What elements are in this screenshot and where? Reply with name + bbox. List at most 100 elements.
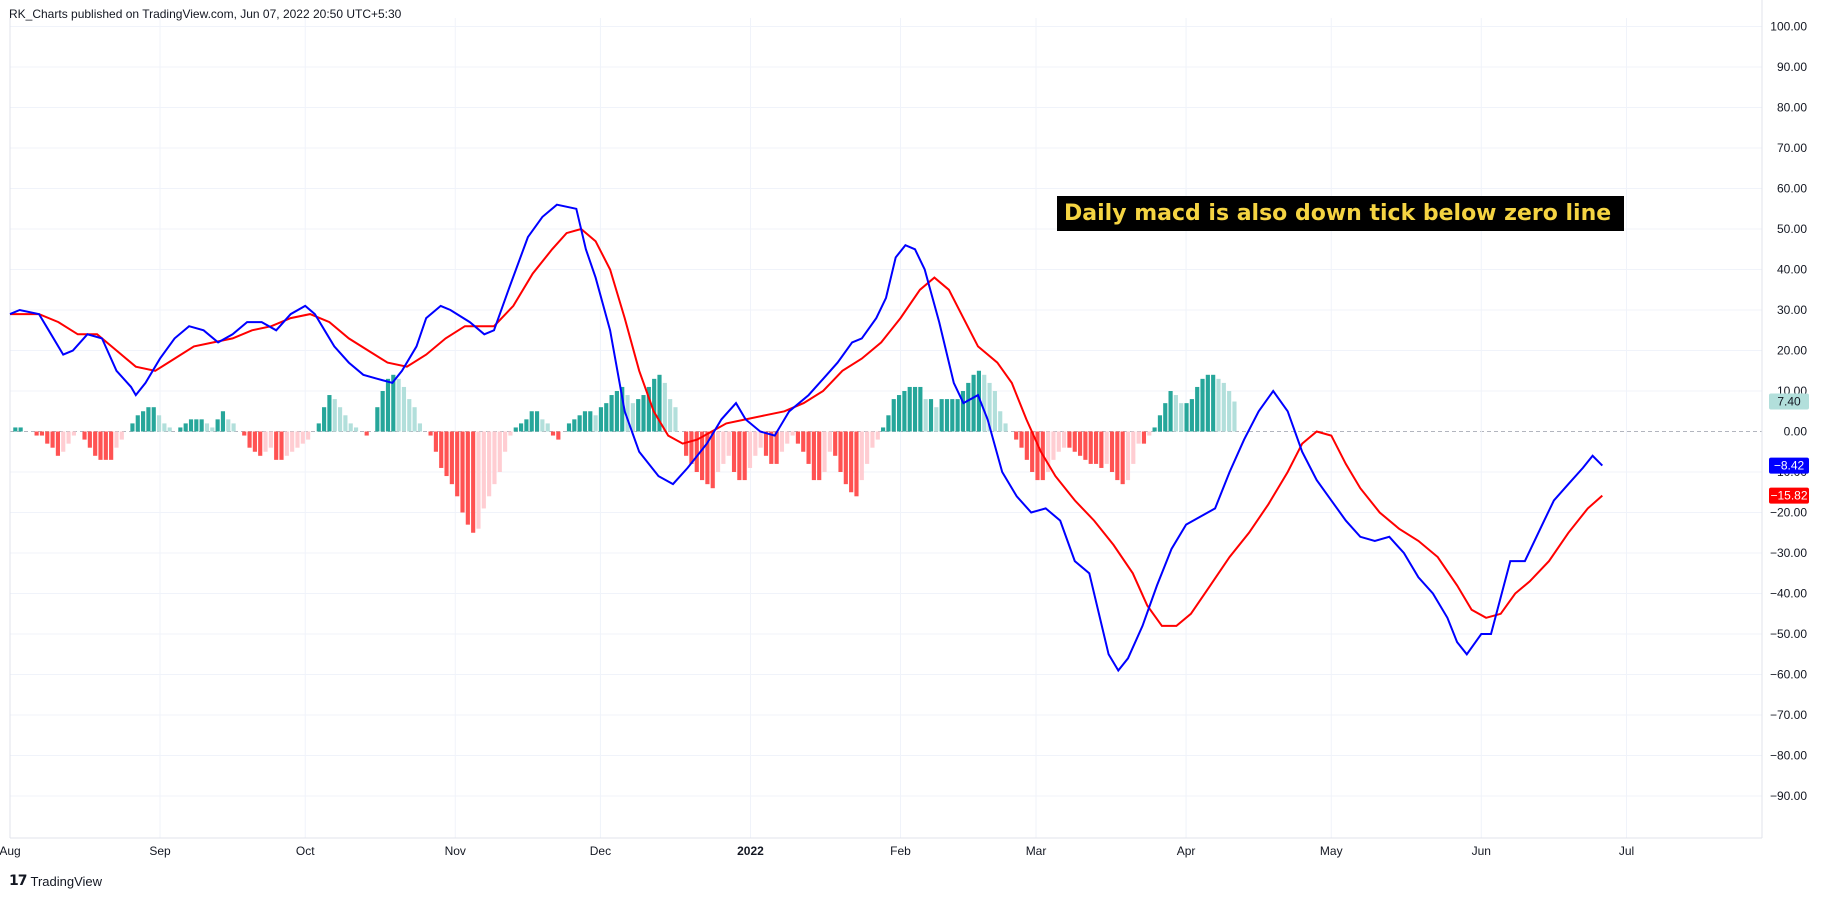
histogram-bar: [918, 386, 923, 432]
price-tick-label: 20.00: [1777, 344, 1807, 358]
histogram-bar: [1152, 427, 1157, 432]
histogram-bar: [1189, 399, 1194, 432]
signal-line: [10, 227, 1603, 627]
histogram-bar: [588, 411, 593, 432]
histogram-bar: [455, 431, 460, 497]
histogram-bar: [188, 419, 194, 432]
histogram-bar: [45, 431, 50, 444]
histogram-bar: [641, 395, 646, 432]
histogram-bar: [327, 395, 332, 432]
histogram-bar: [912, 386, 918, 432]
histogram-bar: [61, 431, 66, 452]
histogram-bar: [971, 374, 976, 432]
time-tick-label: Nov: [445, 844, 466, 858]
histogram-bar: [673, 407, 678, 432]
histogram-bar: [385, 378, 391, 432]
histogram-bar: [513, 427, 518, 432]
histogram-bar: [1195, 386, 1200, 432]
histogram-bar: [715, 431, 721, 472]
time-axis[interactable]: Aug Sep Oct Nov Dec 2022 Feb Mar Apr May Jun Jul: [0, 844, 1634, 858]
histogram-bar: [896, 395, 902, 432]
histogram-bar: [204, 423, 210, 432]
histogram-last-value-badge: [1769, 393, 1809, 410]
histogram-bar: [865, 431, 870, 464]
histogram-bar: [401, 386, 407, 432]
histogram-bar: [614, 391, 619, 432]
histogram-bar: [550, 431, 556, 436]
histogram-bar: [700, 431, 705, 481]
histogram-bar: [103, 431, 108, 460]
histogram-bar: [322, 407, 327, 432]
histogram-bar: [1067, 431, 1072, 448]
histogram-bar: [662, 382, 667, 432]
histogram-bar: [694, 431, 699, 472]
histogram-bar: [433, 431, 438, 452]
histogram-bar: [1051, 431, 1056, 460]
signal-last-value: −15.82: [1770, 489, 1807, 503]
histogram-bar: [465, 431, 470, 525]
histogram-bar: [284, 431, 289, 456]
histogram-bar: [508, 431, 513, 436]
histogram-bar: [18, 427, 23, 432]
macd-last-value-badge: [1769, 457, 1809, 474]
histogram-bar: [620, 386, 625, 432]
time-tick-label: 2022: [737, 844, 764, 858]
price-tick-label: −20.00: [1770, 506, 1807, 520]
histogram-bar: [870, 431, 875, 448]
price-tick-label: 90.00: [1777, 60, 1807, 74]
histogram-bar: [215, 419, 220, 432]
histogram-bar: [742, 431, 747, 481]
histogram-bar: [934, 407, 939, 432]
histogram-bar: [668, 399, 673, 432]
histogram-bar: [151, 407, 156, 432]
histogram-bar: [923, 399, 928, 432]
histogram-bar: [1163, 403, 1168, 432]
histogram-bar: [439, 431, 444, 468]
time-tick-label: Apr: [1177, 844, 1196, 858]
histogram-bar: [774, 431, 779, 464]
macd-last-value: −8.42: [1774, 459, 1805, 473]
histogram-bar: [487, 431, 492, 497]
histogram-bar: [758, 431, 763, 448]
histogram-bar: [407, 399, 412, 432]
histogram-bar: [1035, 431, 1040, 481]
histogram-bar: [87, 431, 92, 448]
histogram-bar: [199, 419, 204, 432]
histogram-bar: [135, 415, 140, 432]
histogram-bar: [226, 419, 231, 432]
histogram-bar: [364, 431, 369, 436]
histogram-bar: [1088, 431, 1093, 464]
histogram-bar: [822, 431, 827, 472]
histogram-bar: [779, 431, 785, 452]
histogram-bar: [252, 431, 257, 452]
histogram-bar: [481, 431, 486, 509]
histogram-bar: [737, 431, 742, 481]
time-tick-label: Oct: [296, 844, 315, 858]
histogram-bar: [39, 431, 45, 436]
histogram-bar: [902, 391, 907, 432]
histogram-bar: [960, 391, 966, 432]
footer-brand-text: TradingView: [30, 873, 103, 889]
histogram-bars: [13, 370, 1237, 533]
histogram-bar: [1168, 391, 1173, 432]
price-tick-label: −50.00: [1770, 627, 1807, 641]
histogram-bar: [652, 378, 657, 432]
footer-brand[interactable]: 17 TradingView: [9, 873, 102, 889]
histogram-bar: [636, 399, 641, 432]
histogram-bar: [130, 423, 135, 432]
histogram-bar: [1205, 374, 1210, 432]
histogram-bar: [71, 431, 76, 436]
price-tick-label: −80.00: [1770, 749, 1807, 763]
time-tick-label: Dec: [590, 844, 611, 858]
histogram-bar: [1179, 403, 1184, 432]
time-tick-label: Jul: [1619, 844, 1634, 858]
price-axis[interactable]: 100.00 90.00 80.00 70.00 60.00 50.00 40.00 30.0…: [1770, 20, 1807, 804]
histogram-bar: [769, 431, 774, 464]
histogram-bar: [545, 423, 550, 432]
histogram-bar: [1014, 431, 1019, 440]
histogram-bar: [519, 423, 524, 432]
histogram-bar: [801, 431, 806, 452]
histogram-bar: [1083, 431, 1088, 460]
histogram-bar: [609, 395, 614, 432]
histogram-bar: [790, 431, 795, 436]
